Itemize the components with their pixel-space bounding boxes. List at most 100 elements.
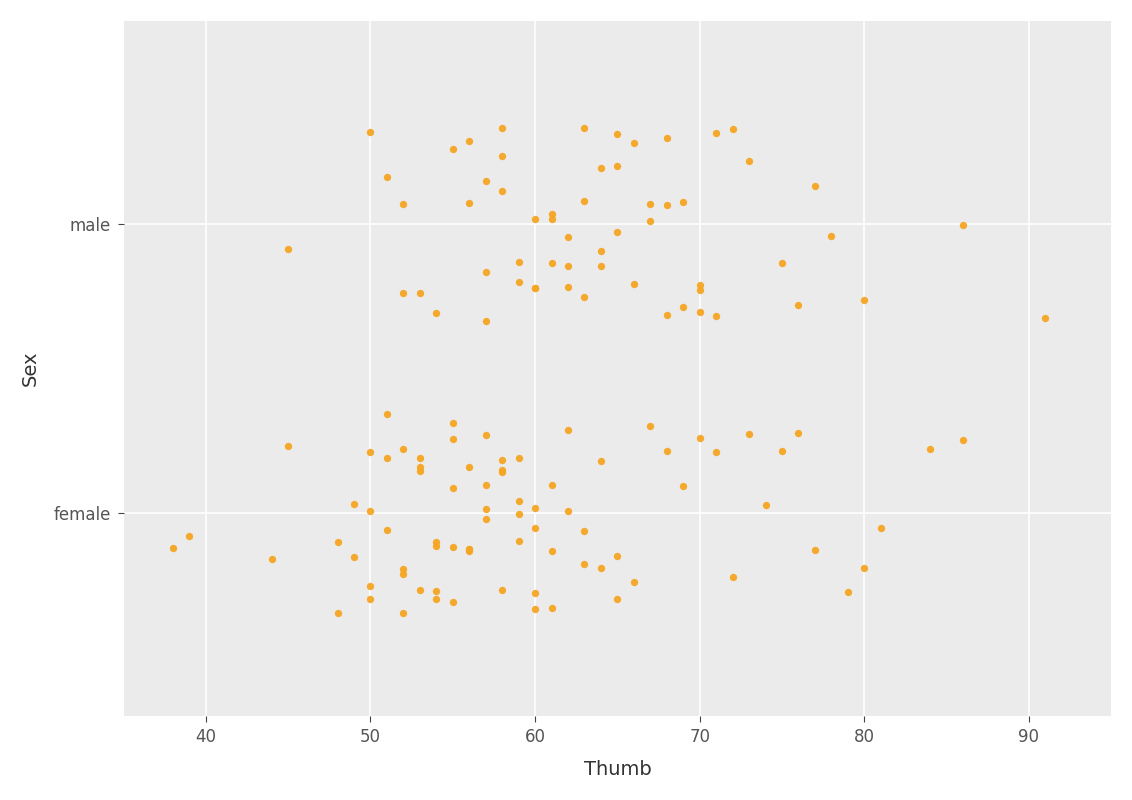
Point [494,584,512,597]
Point [180,530,198,542]
Point [542,208,560,221]
Point [625,137,643,150]
Point [427,585,445,598]
Point [411,287,429,300]
Point [691,306,709,318]
Point [263,553,281,566]
Point [592,162,610,174]
Point [444,482,462,494]
Point [658,132,676,145]
Point [394,442,412,455]
Point [789,298,807,311]
Point [280,440,298,453]
Point [361,593,379,606]
Point [444,595,462,608]
Point [444,143,462,156]
Point [477,428,495,441]
Point [954,434,972,446]
Point [773,257,791,270]
Point [559,424,577,437]
Point [691,278,709,291]
Point [461,545,479,558]
Point [361,126,379,138]
Point [444,417,462,430]
Point [608,128,626,141]
Point [394,197,412,210]
Point [675,301,693,314]
Point [658,198,676,211]
Point [509,494,528,507]
Point [559,231,577,244]
Point [641,214,659,227]
Point [345,498,363,511]
Point [494,463,512,476]
Point [526,603,544,616]
Point [641,419,659,432]
Point [526,213,544,226]
Point [592,244,610,257]
Point [461,542,479,555]
Point [575,194,593,207]
Point [378,451,396,464]
Point [394,607,412,620]
Point [461,542,479,555]
Point [328,536,346,549]
Point [378,408,396,421]
Point [394,568,412,581]
Point [921,442,940,455]
Point [378,170,396,183]
Point [526,586,544,599]
Point [822,230,840,242]
Point [280,242,298,255]
Point [872,522,890,534]
Point [691,284,709,297]
Point [164,542,182,555]
Point [839,586,857,598]
Point [361,579,379,592]
Point [411,460,429,473]
Point [592,455,610,468]
Point [675,480,693,493]
Point [592,562,610,574]
Point [494,466,512,478]
Point [477,314,495,327]
Point [494,122,512,134]
Point [559,259,577,272]
Point [658,309,676,322]
Point [494,454,512,466]
Point [954,218,972,231]
Point [740,427,758,440]
Point [708,126,726,139]
Point [394,287,412,300]
Point [526,282,544,294]
Point [756,498,774,511]
Point [559,505,577,518]
Point [641,198,659,210]
Point [675,195,693,208]
Point [608,593,626,606]
Point [328,606,346,619]
Point [477,479,495,492]
Point [494,150,512,162]
Point [708,445,726,458]
Y-axis label: Sex: Sex [20,350,40,386]
Point [575,525,593,538]
Point [789,426,807,439]
Point [658,444,676,457]
Point [444,433,462,446]
Point [855,294,873,306]
Point [345,551,363,564]
Point [461,134,479,147]
Point [542,212,560,225]
Point [1036,311,1054,324]
Point [608,226,626,239]
Point [411,452,429,465]
Point [855,562,873,574]
Point [427,306,445,319]
Point [575,558,593,570]
Point [461,460,479,473]
Point [444,541,462,554]
Point [361,446,379,458]
Point [625,575,643,588]
Point [592,259,610,272]
